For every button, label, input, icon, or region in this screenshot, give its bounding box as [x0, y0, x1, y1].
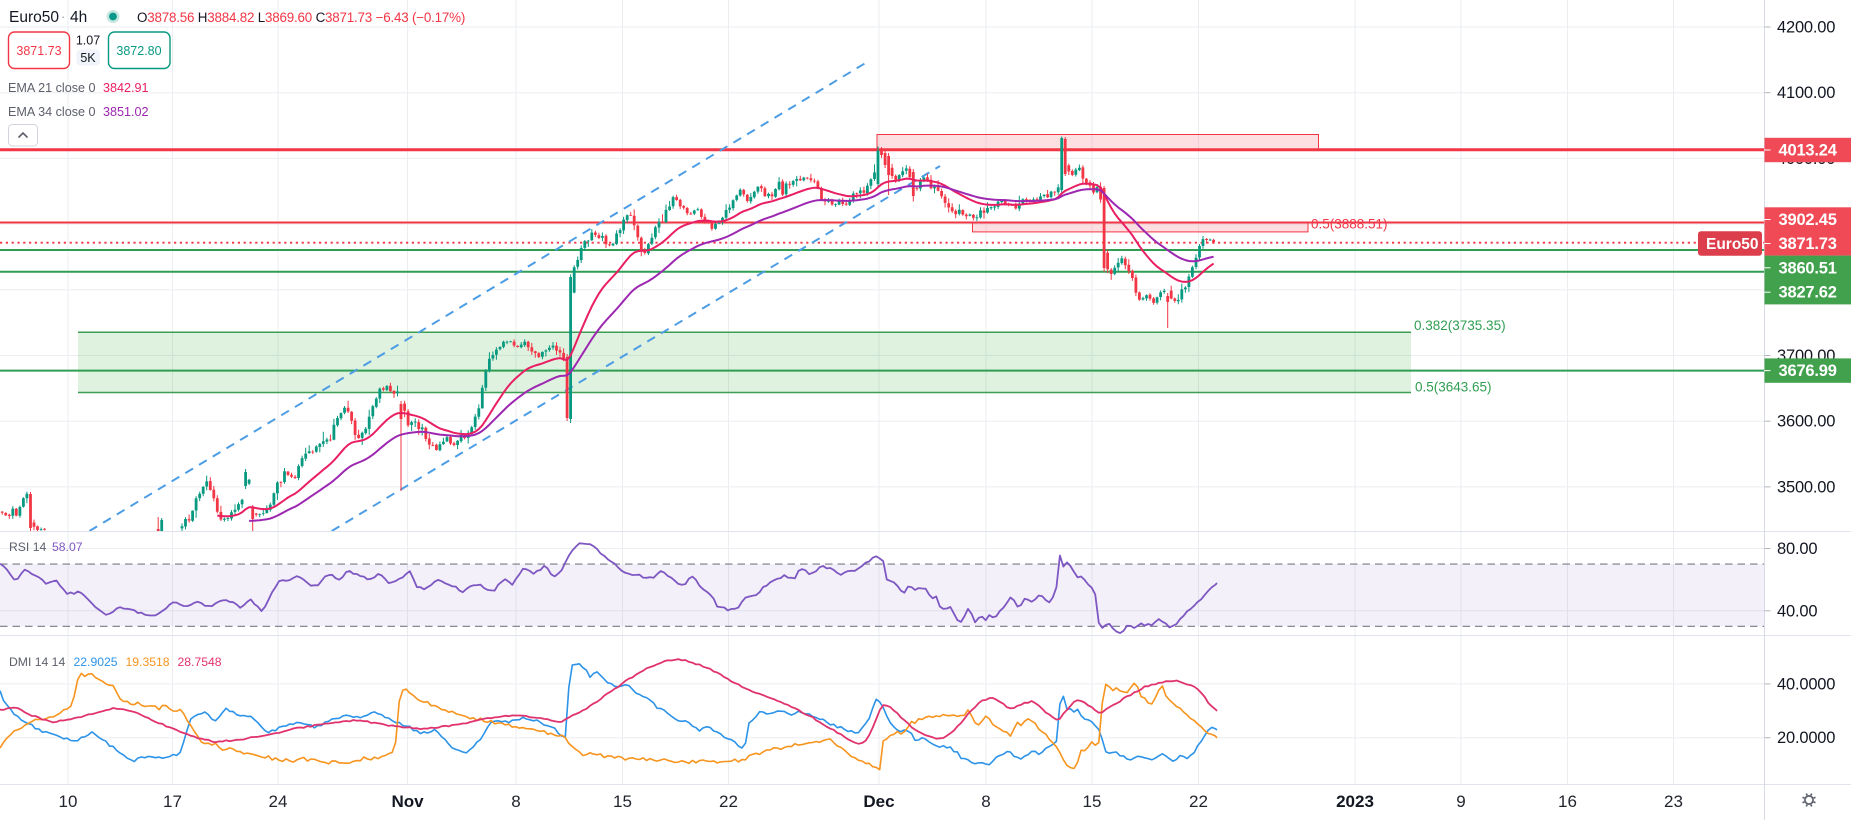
- svg-text:16: 16: [1558, 792, 1577, 811]
- svg-text:8: 8: [981, 792, 990, 811]
- svg-text:8: 8: [511, 792, 520, 811]
- svg-text:17: 17: [163, 792, 182, 811]
- svg-text:3600.00: 3600.00: [1777, 413, 1835, 431]
- svg-text:15: 15: [1083, 792, 1102, 811]
- svg-text:3871.73: 3871.73: [16, 44, 61, 58]
- svg-text:1.07: 1.07: [76, 34, 100, 48]
- svg-text:3676.99: 3676.99: [1779, 362, 1837, 380]
- svg-text:3500.00: 3500.00: [1777, 478, 1835, 496]
- svg-text:9: 9: [1456, 792, 1465, 811]
- svg-text:3902.45: 3902.45: [1779, 211, 1837, 229]
- svg-text:0.5(3888.51): 0.5(3888.51): [1311, 217, 1388, 232]
- svg-text:20.0000: 20.0000: [1777, 729, 1835, 747]
- svg-text:4h: 4h: [70, 9, 87, 26]
- svg-text:Euro50: Euro50: [9, 9, 59, 26]
- svg-text:80.00: 80.00: [1777, 540, 1817, 558]
- svg-text:58.07: 58.07: [52, 540, 83, 554]
- svg-text:EMA 21 close 0: EMA 21 close 0: [8, 81, 96, 95]
- svg-text:·: ·: [61, 9, 65, 24]
- svg-text:4013.24: 4013.24: [1779, 142, 1838, 160]
- svg-text:22.9025: 22.9025: [74, 655, 118, 669]
- svg-text:3851.02: 3851.02: [103, 105, 149, 119]
- svg-text:22: 22: [1189, 792, 1208, 811]
- svg-text:10: 10: [59, 792, 78, 811]
- svg-text:DMI 14 14: DMI 14 14: [9, 655, 65, 669]
- svg-text:0.5(3643.65): 0.5(3643.65): [1415, 380, 1492, 395]
- svg-text:2023: 2023: [1336, 792, 1374, 811]
- svg-text:3827.62: 3827.62: [1779, 284, 1837, 302]
- svg-text:EMA 34 close 0: EMA 34 close 0: [8, 105, 96, 119]
- svg-text:4100.00: 4100.00: [1777, 84, 1835, 102]
- svg-text:40.00: 40.00: [1777, 602, 1817, 620]
- svg-text:5K: 5K: [80, 51, 96, 65]
- svg-text:19.3518: 19.3518: [126, 655, 170, 669]
- svg-text:O3878.56 H3884.82 L3869.60 C38: O3878.56 H3884.82 L3869.60 C3871.73 −6.4…: [137, 10, 465, 25]
- svg-text:3871.73: 3871.73: [1779, 235, 1837, 253]
- svg-text:40.0000: 40.0000: [1777, 675, 1835, 693]
- svg-text:RSI 14: RSI 14: [9, 540, 46, 554]
- svg-text:4200.00: 4200.00: [1777, 19, 1835, 37]
- svg-text:15: 15: [613, 792, 632, 811]
- svg-text:3842.91: 3842.91: [103, 81, 149, 95]
- svg-text:22: 22: [719, 792, 738, 811]
- svg-text:3872.80: 3872.80: [116, 44, 161, 58]
- svg-text:28.7548: 28.7548: [178, 655, 222, 669]
- svg-text:Nov: Nov: [391, 792, 424, 811]
- svg-text:Euro50: Euro50: [1706, 236, 1759, 253]
- svg-text:3860.51: 3860.51: [1779, 259, 1837, 277]
- svg-text:Dec: Dec: [863, 792, 894, 811]
- svg-text:23: 23: [1664, 792, 1683, 811]
- svg-text:0.382(3735.35): 0.382(3735.35): [1414, 318, 1506, 333]
- svg-text:24: 24: [269, 792, 288, 811]
